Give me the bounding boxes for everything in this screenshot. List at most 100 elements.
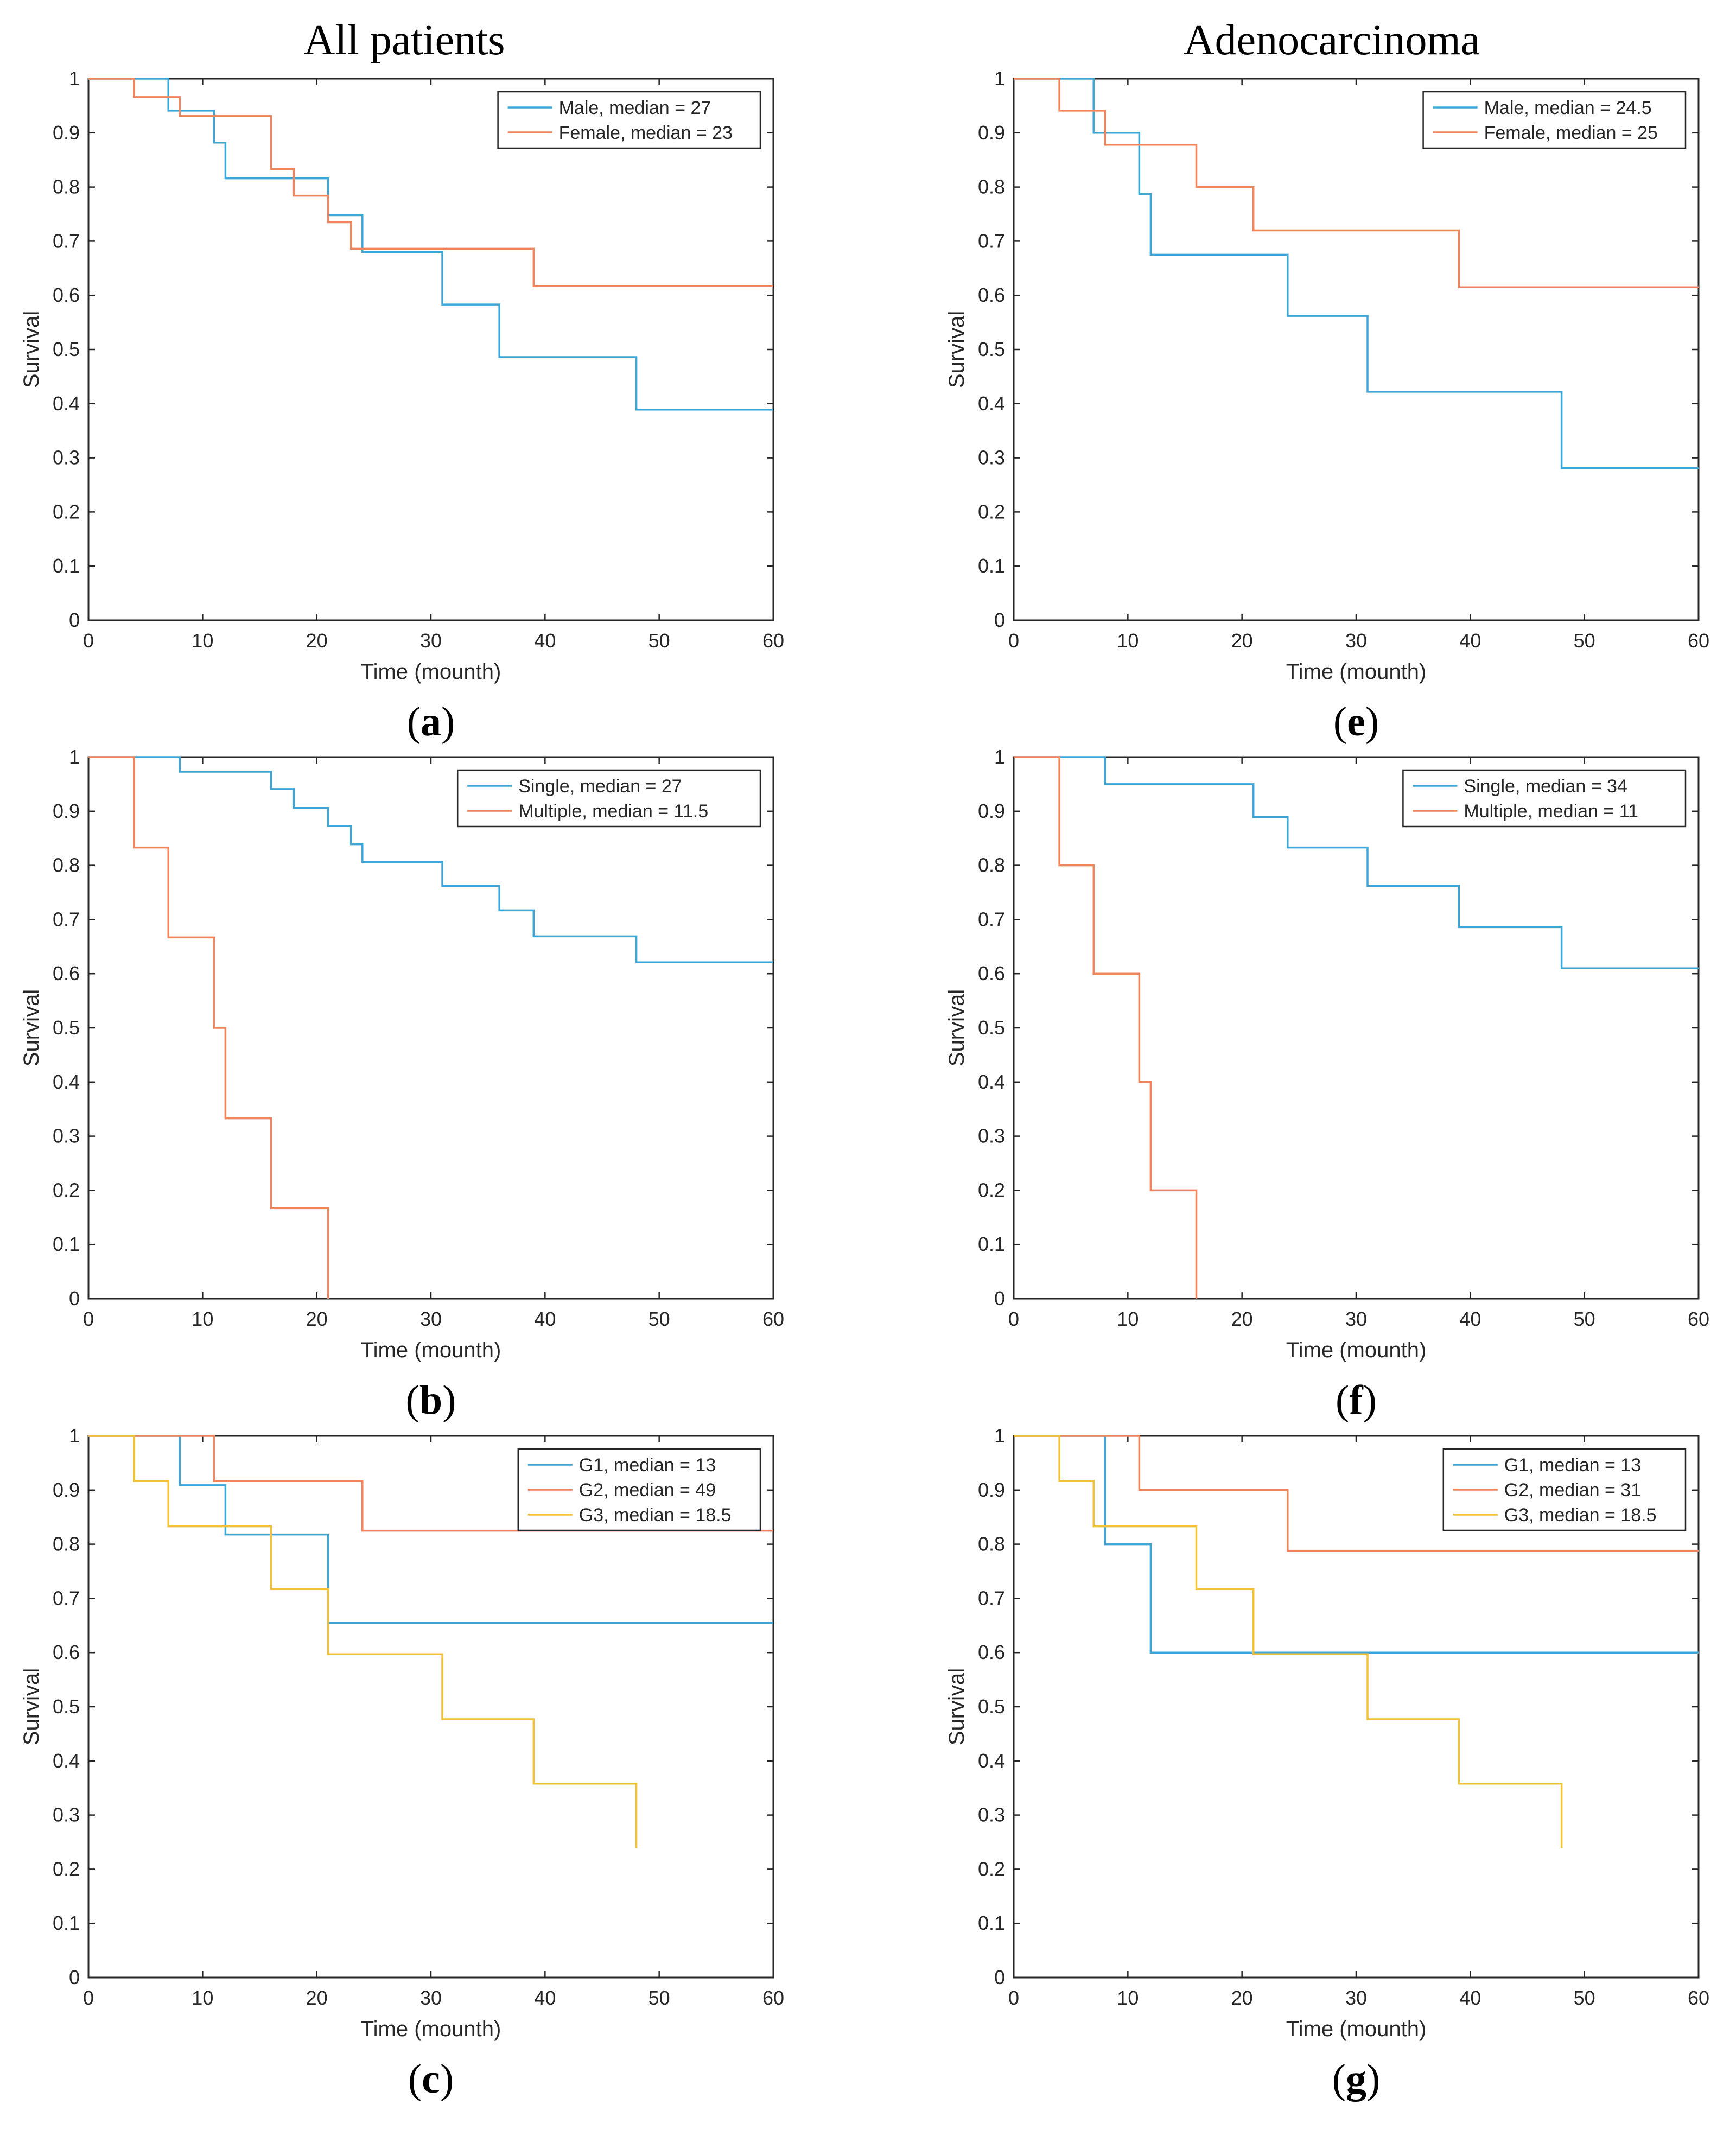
x-tick-label: 50 xyxy=(648,1987,670,2009)
y-tick-label: 0.1 xyxy=(978,555,1005,577)
y-tick-label: 0.1 xyxy=(53,1912,80,1934)
series-line-2 xyxy=(1014,1435,1699,1552)
y-tick-label: 0.6 xyxy=(978,284,1005,306)
y-tick-label: 1 xyxy=(69,746,80,768)
y-tick-label: 0.4 xyxy=(53,392,80,415)
y-tick-label: 0.7 xyxy=(53,230,80,252)
plot-frame xyxy=(87,756,774,1300)
panel-label: (c) xyxy=(408,2056,454,2102)
plot-frame xyxy=(1013,78,1700,621)
y-tick-label: 0.5 xyxy=(53,1695,80,1718)
y-tick-label: 0.9 xyxy=(978,122,1005,144)
series-line-1 xyxy=(1014,78,1699,469)
x-tick-label: 20 xyxy=(1231,630,1253,652)
y-tick-label: 0.2 xyxy=(978,1858,1005,1880)
y-tick-label: 0.6 xyxy=(53,1641,80,1663)
y-tick-label: 0.7 xyxy=(978,908,1005,930)
y-tick-label: 0.3 xyxy=(978,447,1005,469)
y-tick-label: 0.5 xyxy=(978,1695,1005,1718)
legend-entry: Single, median = 27 xyxy=(518,776,682,797)
x-tick-label: 60 xyxy=(1688,630,1709,652)
x-tick-label: 30 xyxy=(420,1987,442,2009)
x-tick-label: 10 xyxy=(192,630,213,652)
legend-box xyxy=(497,91,761,149)
y-tick-label: 0.8 xyxy=(978,1533,1005,1555)
x-axis-label: Time (mounth) xyxy=(361,660,501,684)
x-tick-label: 50 xyxy=(1574,1987,1595,2009)
x-tick-label: 10 xyxy=(1117,630,1139,652)
legend-entry: Single, median = 34 xyxy=(1464,776,1627,797)
y-tick-label: 0.2 xyxy=(978,1179,1005,1201)
y-axis-label: Survival xyxy=(20,1668,43,1745)
legend-entry: Female, median = 23 xyxy=(559,123,733,143)
x-tick-label: 40 xyxy=(534,1987,556,2009)
x-tick-label: 30 xyxy=(1345,1308,1367,1330)
legend: G1, median = 13 G2, median = 49 G3, median… xyxy=(517,1448,761,1531)
legend-box xyxy=(1402,769,1687,828)
x-axis-label: Time (mounth) xyxy=(361,1338,501,1362)
y-tick-label: 0.1 xyxy=(978,1912,1005,1934)
series-line-1 xyxy=(88,78,773,411)
y-tick-label: 0.4 xyxy=(53,1071,80,1093)
x-tick-label: 30 xyxy=(420,1308,442,1330)
y-tick-label: 0.4 xyxy=(978,1071,1005,1093)
series-line-3 xyxy=(1014,1435,1563,1848)
series-line-1 xyxy=(88,756,773,963)
y-axis-label: Survival xyxy=(20,311,43,388)
y-tick-label: 0.6 xyxy=(53,284,80,306)
panel-label: (e) xyxy=(1333,699,1379,745)
y-tick-label: 0.7 xyxy=(53,908,80,930)
y-tick-label: 0.7 xyxy=(978,1587,1005,1609)
legend: Single, median = 27 Multiple, median = 11… xyxy=(456,769,761,828)
y-tick-label: 0.2 xyxy=(53,1858,80,1880)
legend-entry: G1, median = 13 xyxy=(579,1455,716,1476)
x-tick-label: 60 xyxy=(762,630,784,652)
x-tick-label: 60 xyxy=(762,1987,784,2009)
x-tick-label: 20 xyxy=(306,1987,328,2009)
x-tick-label: 40 xyxy=(1459,1987,1481,2009)
y-tick-label: 0.3 xyxy=(53,1804,80,1826)
x-tick-label: 40 xyxy=(534,1308,556,1330)
legend-box xyxy=(456,769,761,828)
series-line-2 xyxy=(88,1435,773,1532)
y-tick-label: 0.5 xyxy=(53,338,80,360)
y-tick-label: 0.8 xyxy=(53,1533,80,1555)
x-tick-label: 20 xyxy=(306,1308,328,1330)
y-tick-label: 0.1 xyxy=(978,1233,1005,1255)
x-tick-label: 20 xyxy=(1231,1308,1253,1330)
plot-frame xyxy=(87,78,774,621)
legend-entry: Male, median = 24.5 xyxy=(1484,98,1652,118)
plot-frame xyxy=(1013,756,1700,1300)
y-tick-label: 0.9 xyxy=(53,800,80,822)
series-line-2 xyxy=(1014,756,1198,1299)
panel-label: (a) xyxy=(407,699,455,745)
legend: Male, median = 24.5 Female, median = 25 xyxy=(1422,91,1687,149)
y-tick-label: 0.4 xyxy=(978,392,1005,415)
x-tick-label: 40 xyxy=(1459,630,1481,652)
x-tick-label: 50 xyxy=(1574,1308,1595,1330)
y-axis-label: Survival xyxy=(945,311,969,388)
x-tick-label: 60 xyxy=(1688,1987,1709,2009)
x-tick-label: 40 xyxy=(1459,1308,1481,1330)
y-tick-label: 0.9 xyxy=(978,800,1005,822)
y-tick-label: 0.7 xyxy=(978,230,1005,252)
legend: Single, median = 34 Multiple, median = 11 xyxy=(1402,769,1687,828)
chart-f: 0 10 20 30 40 50 60 0 0.1 0.2 0.3 0.4 0.5 0.6 0.7 0.8 0.… xyxy=(945,746,1709,1423)
x-tick-label: 50 xyxy=(1574,630,1595,652)
legend-entry: G2, median = 31 xyxy=(1504,1480,1641,1501)
y-tick-label: 0.3 xyxy=(53,447,80,469)
x-tick-label: 20 xyxy=(306,630,328,652)
x-axis-label: Time (mounth) xyxy=(1286,1338,1427,1362)
y-tick-label: 1 xyxy=(69,67,80,90)
x-tick-label: 40 xyxy=(534,630,556,652)
x-axis-label: Time (mounth) xyxy=(1286,2017,1427,2041)
y-tick-label: 0 xyxy=(69,1966,80,1988)
y-tick-label: 0.1 xyxy=(53,555,80,577)
y-tick-label: 0.8 xyxy=(53,176,80,198)
y-axis-label: Survival xyxy=(945,1668,969,1745)
x-tick-label: 10 xyxy=(192,1987,213,2009)
legend: G1, median = 13 G2, median = 31 G3, median… xyxy=(1442,1448,1687,1531)
y-tick-label: 0.8 xyxy=(53,854,80,876)
y-tick-label: 0.3 xyxy=(53,1125,80,1147)
